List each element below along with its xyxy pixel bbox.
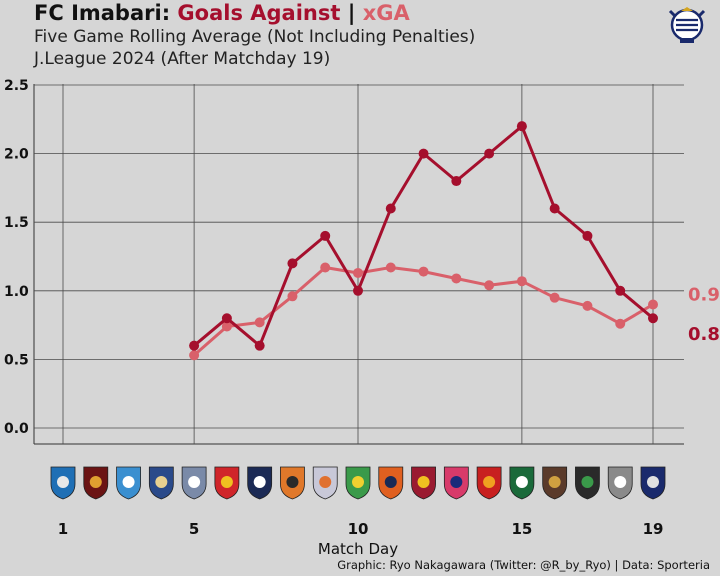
data-point-goals-against (353, 285, 363, 296)
data-point-xga (287, 291, 298, 302)
opponent-crest-icon (214, 466, 240, 500)
opponent-crest-icon (443, 466, 469, 500)
title-goals-against: Goals Against (177, 1, 341, 25)
opponent-crest-icon (640, 466, 666, 500)
data-point-xga (484, 280, 495, 291)
opponent-crest-icon (411, 466, 436, 500)
data-point-xga (418, 266, 429, 277)
data-point-xga (189, 350, 200, 361)
x-axis-label: Match Day (318, 540, 398, 558)
opponent-crest-icon (378, 466, 404, 500)
chart-subtitle-season: J.League 2024 (After Matchday 19) (34, 49, 331, 69)
x-tick-label: 5 (189, 520, 199, 538)
data-point-xga (451, 273, 462, 284)
title-team: FC Imabari: (34, 1, 171, 25)
title-separator: | (347, 1, 356, 25)
opponent-crest-icon (148, 466, 174, 500)
data-point-xga (615, 318, 626, 329)
opponent-crest-icon (181, 466, 207, 500)
data-point-goals-against (648, 313, 658, 324)
opponent-crest-icon (116, 466, 141, 500)
end-label-goals-against: 0.8 (688, 324, 720, 345)
y-tick-label: 1.0 (4, 284, 29, 300)
data-point-goals-against (582, 230, 593, 241)
opponent-crest-icon (280, 466, 305, 500)
y-tick-label: 1.5 (4, 215, 29, 231)
title-xga: xGA (362, 1, 410, 25)
data-point-goals-against (320, 230, 331, 241)
data-point-xga (221, 321, 232, 332)
opponent-crest-icon (50, 466, 76, 500)
data-point-goals-against (385, 203, 396, 214)
y-tick-label: 0.5 (4, 352, 29, 368)
x-tick-label: 10 (348, 520, 369, 538)
data-point-goals-against (549, 203, 560, 214)
opponent-crest-icon (247, 466, 273, 500)
data-point-goals-against (451, 176, 462, 187)
data-point-xga (320, 262, 331, 273)
data-point-goals-against (615, 285, 626, 296)
data-point-xga (353, 267, 363, 278)
data-point-goals-against (221, 313, 232, 324)
x-tick-label: 15 (511, 520, 532, 538)
data-point-xga (516, 276, 527, 287)
data-point-goals-against (254, 340, 265, 351)
opponent-crest-icon (476, 466, 502, 500)
opponent-crest-icon (83, 466, 109, 500)
opponent-crest-icon (345, 466, 371, 500)
chart-subtitle: Five Game Rolling Average (Not Including… (34, 27, 476, 47)
data-point-xga (648, 299, 658, 310)
data-point-goals-against (484, 148, 495, 159)
opponent-crest-icon (607, 466, 633, 500)
data-point-xga (385, 262, 396, 273)
data-point-goals-against (516, 121, 527, 132)
y-tick-label: 2.0 (4, 147, 29, 163)
data-point-xga (549, 292, 560, 303)
y-tick-label: 0.0 (4, 421, 29, 437)
opponent-crest-icon (312, 466, 338, 500)
data-point-xga (254, 317, 265, 328)
data-point-goals-against (418, 148, 429, 159)
data-point-xga (582, 300, 593, 311)
data-point-goals-against (189, 340, 200, 351)
fc-imabari-crest-icon (668, 7, 706, 43)
data-point-goals-against (287, 258, 298, 269)
chart-title: FC Imabari: Goals Against | xGA (34, 1, 410, 25)
x-tick-label: 1 (58, 520, 68, 538)
y-tick-label: 2.5 (4, 78, 29, 94)
opponent-crest-icon (509, 466, 535, 500)
end-label-xga: 0.9 (688, 285, 720, 306)
x-tick-label: 19 (643, 520, 664, 538)
opponent-crest-icon (575, 466, 600, 500)
footer-credit: Graphic: Ryo Nakagawara (Twitter: @R_by_… (337, 558, 710, 572)
opponent-crest-icon (542, 466, 568, 500)
